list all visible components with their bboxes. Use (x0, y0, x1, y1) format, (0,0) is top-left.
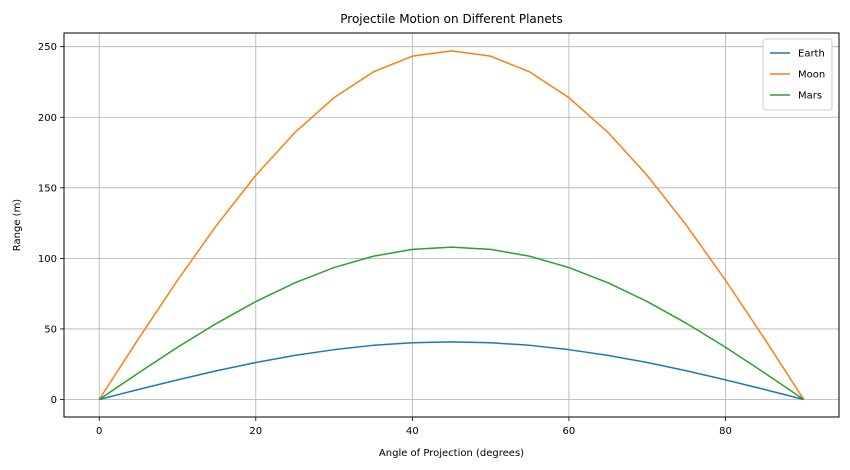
y-tick-label: 100 (38, 254, 57, 265)
x-axis: 0 20 40 60 80 (96, 417, 732, 437)
legend: Earth Moon Mars (762, 38, 833, 111)
series-line-earth (99, 341, 804, 401)
legend-label-mars: Mars (798, 91, 822, 102)
y-tick-label: 250 (38, 42, 57, 53)
series-line-mars (98, 246, 805, 401)
y-tick-label: 0 (51, 395, 57, 406)
legend-label-moon: Moon (798, 70, 825, 81)
legend-box (762, 38, 833, 111)
y-tick-label: 50 (44, 324, 57, 335)
x-tick-label: 20 (249, 426, 262, 437)
x-tick-label: 60 (563, 426, 576, 437)
legend-label-earth: Earth (798, 49, 825, 60)
x-tick-label: 40 (406, 426, 419, 437)
chart-title: Projectile Motion on Different Planets (340, 12, 562, 26)
plot-frame (63, 32, 840, 418)
y-axis: 0 50 100 150 200 250 (38, 42, 64, 406)
series-line-moon (98, 50, 805, 400)
x-axis-title: Angle of Projection (degrees) (379, 448, 524, 459)
series-lines (98, 50, 805, 401)
y-tick-label: 150 (38, 183, 57, 194)
x-tick-label: 0 (96, 426, 102, 437)
y-tick-label: 200 (38, 113, 57, 124)
x-tick-label: 80 (719, 426, 732, 437)
y-axis-title: Range (m) (12, 199, 23, 252)
